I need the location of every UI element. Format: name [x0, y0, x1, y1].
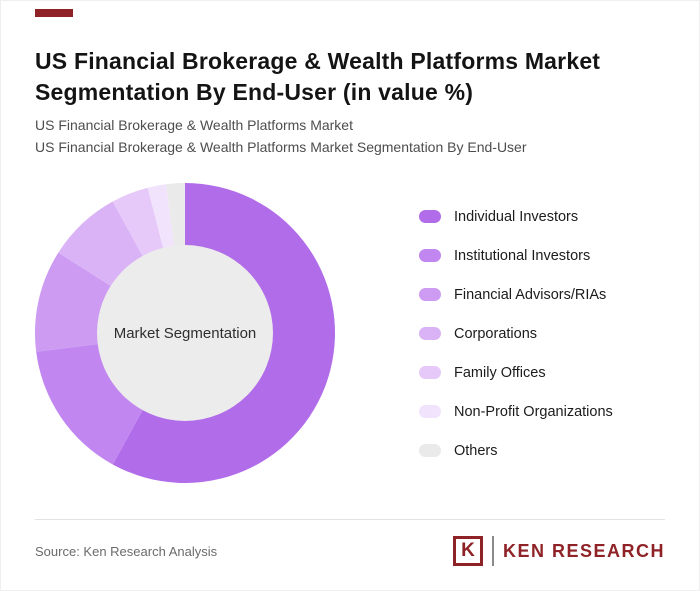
- legend-label: Individual Investors: [454, 208, 579, 225]
- subtitle-line-1: US Financial Brokerage & Wealth Platform…: [35, 117, 353, 133]
- legend-swatch: [419, 366, 441, 379]
- chart-area: Market Segmentation Individual Investors…: [35, 183, 679, 483]
- legend-item: Institutional Investors: [419, 247, 613, 264]
- legend-label: Institutional Investors: [454, 247, 591, 264]
- legend-swatch: [419, 210, 441, 223]
- brand-accent-bar: [35, 9, 73, 17]
- logo-k-icon: K: [452, 536, 483, 566]
- ken-research-logo: K KEN RESEARCH: [452, 536, 665, 566]
- legend-swatch: [419, 327, 441, 340]
- legend-label: Family Offices: [454, 364, 546, 381]
- logo-separator: [491, 536, 494, 566]
- legend-item: Non-Profit Organizations: [419, 403, 613, 420]
- subtitle-block: US Financial Brokerage & Wealth Platform…: [35, 114, 527, 158]
- legend-item: Others: [419, 442, 613, 459]
- legend-label: Corporations: [454, 325, 538, 342]
- footer: Source: Ken Research Analysis K KEN RESE…: [35, 519, 665, 566]
- page-title: US Financial Brokerage & Wealth Platform…: [35, 48, 601, 106]
- legend-item: Individual Investors: [419, 208, 613, 225]
- donut-center-circle: [97, 245, 273, 421]
- legend-item: Corporations: [419, 325, 613, 342]
- logo-text: KEN RESEARCH: [502, 540, 665, 561]
- legend-item: Family Offices: [419, 364, 613, 381]
- legend-item: Financial Advisors/RIAs: [419, 286, 613, 303]
- legend: Individual Investors Institutional Invest…: [419, 183, 613, 483]
- legend-swatch: [419, 249, 441, 262]
- subtitle-line-2: US Financial Brokerage & Wealth Platform…: [35, 139, 527, 155]
- legend-label: Others: [454, 442, 498, 459]
- legend-label: Financial Advisors/RIAs: [454, 286, 607, 303]
- logo-k-letter: K: [461, 540, 475, 561]
- source-text: Source: Ken Research Analysis: [35, 543, 218, 559]
- legend-swatch: [419, 444, 441, 457]
- donut-chart: Market Segmentation: [35, 183, 335, 483]
- legend-label: Non-Profit Organizations: [454, 403, 613, 420]
- legend-swatch: [419, 405, 441, 418]
- donut-svg: [35, 183, 335, 483]
- legend-swatch: [419, 288, 441, 301]
